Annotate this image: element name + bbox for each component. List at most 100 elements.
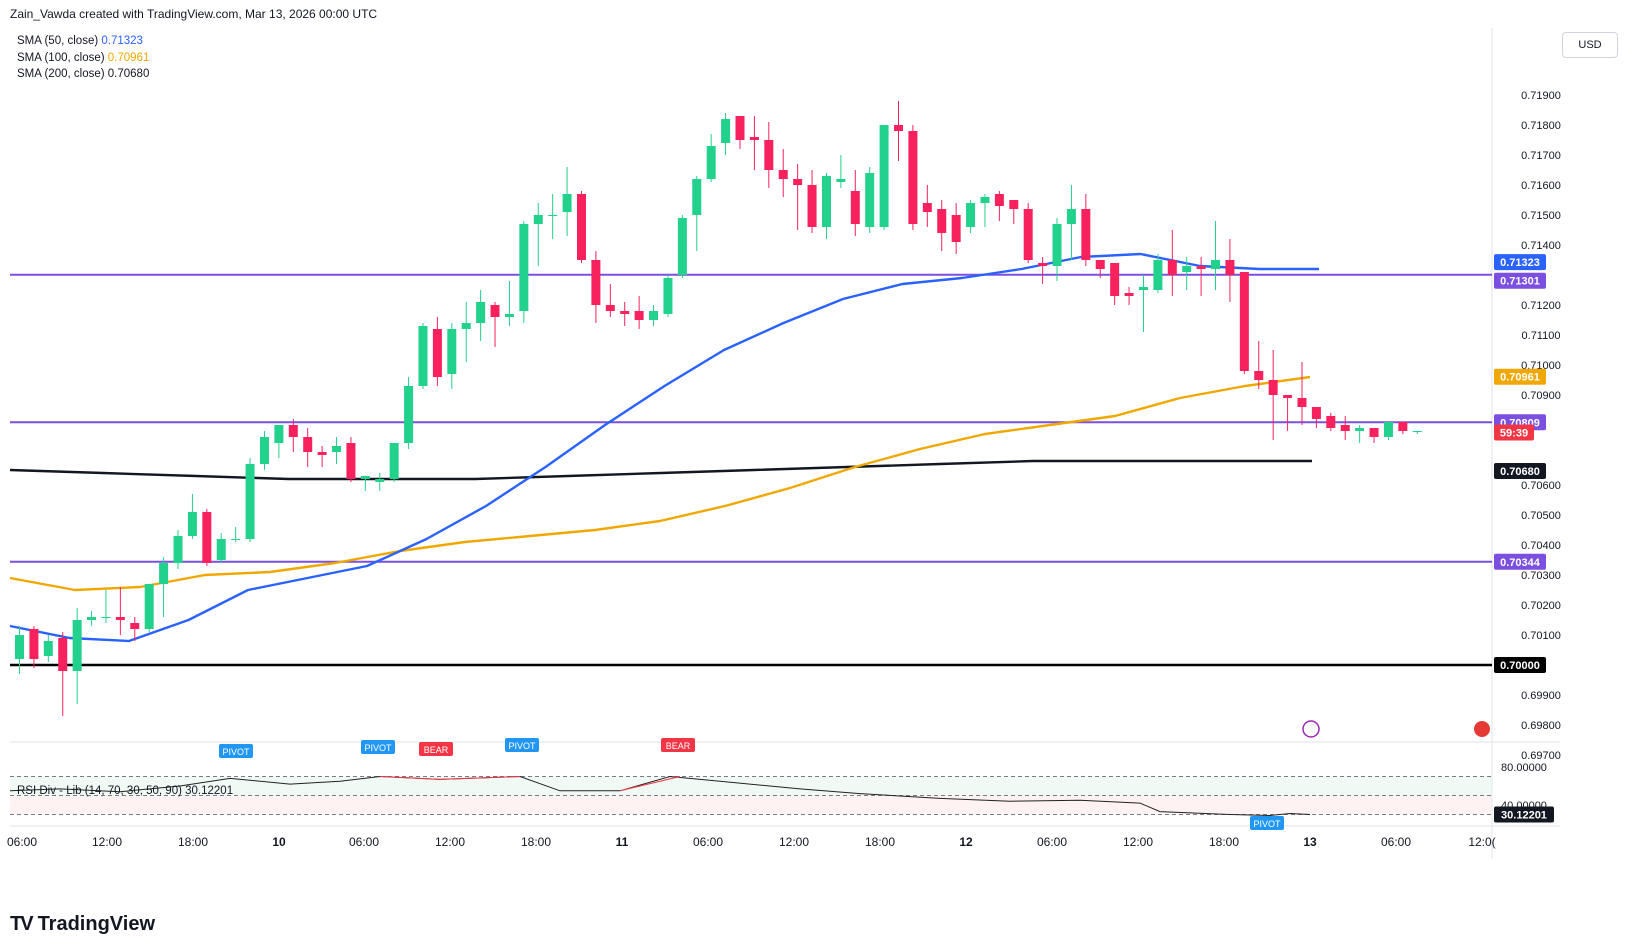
candle-body bbox=[994, 194, 1004, 206]
candle-body bbox=[663, 278, 673, 314]
candle-body bbox=[1066, 209, 1076, 224]
candle-body bbox=[1239, 272, 1249, 371]
rsi-overbought-band bbox=[10, 776, 1492, 796]
rsi-marker bbox=[505, 738, 539, 752]
candle-body bbox=[173, 536, 183, 563]
candle-body bbox=[749, 137, 759, 140]
candle-body bbox=[1023, 209, 1033, 260]
time-tick-label: 06:00 bbox=[693, 835, 723, 849]
price-tick-label: 0.70400 bbox=[1521, 540, 1561, 552]
price-tick-label: 0.70500 bbox=[1521, 510, 1561, 522]
candle-body bbox=[879, 125, 889, 227]
price-tick-label: 0.70300 bbox=[1521, 570, 1561, 582]
price-tick-label: 0.69900 bbox=[1521, 690, 1561, 702]
rsi-marker-label: PIVOT bbox=[508, 741, 536, 751]
candle-body bbox=[144, 584, 154, 629]
rsi-oversold-band bbox=[10, 795, 1492, 815]
price-tick-label: 0.70200 bbox=[1521, 600, 1561, 612]
time-tick-label: 18:00 bbox=[1209, 835, 1239, 849]
tradingview-logo[interactable]: TV TradingView bbox=[10, 913, 155, 936]
rsi-legend-value: 30.12201 bbox=[185, 785, 234, 797]
candle-body bbox=[476, 302, 486, 323]
rsi-legend[interactable]: RSI Div - Lib (14, 70, 30, 50, 90) 30.12… bbox=[17, 785, 233, 797]
price-badge-label: 0.70961 bbox=[1500, 372, 1540, 384]
currency-button[interactable]: USD bbox=[1562, 32, 1618, 58]
candle-body bbox=[778, 170, 788, 179]
rsi-bear-divergence bbox=[619, 776, 681, 792]
candle-body bbox=[980, 197, 990, 203]
price-badge bbox=[1494, 553, 1546, 570]
rsi-legend-label: RSI Div - Lib (14, 70, 30, 50, 90) bbox=[17, 785, 182, 797]
rsi-marker-label: PIVOT bbox=[364, 743, 392, 753]
price-badge-label: 0.71301 bbox=[1500, 276, 1540, 288]
legend-sma50[interactable]: SMA (50, close) 0.71323 bbox=[17, 33, 149, 50]
sma50-line bbox=[9, 252, 1319, 643]
legend-sma50-value: 0.71323 bbox=[101, 35, 143, 47]
candle-body bbox=[43, 641, 53, 656]
candle-body bbox=[721, 119, 731, 143]
time-tick-label: 06:00 bbox=[7, 835, 37, 849]
price-tick-label: 0.71800 bbox=[1521, 120, 1561, 132]
time-tick-label: 06:00 bbox=[1037, 835, 1067, 849]
price-tick-label: 0.70600 bbox=[1521, 480, 1561, 492]
candle-body bbox=[1412, 431, 1422, 432]
rsi-marker-label: BEAR bbox=[424, 745, 449, 755]
candle-body bbox=[231, 539, 241, 540]
candle-body bbox=[1110, 263, 1120, 296]
candle-body bbox=[922, 203, 932, 212]
time-tick-label: 18:00 bbox=[865, 835, 895, 849]
candle-body bbox=[1081, 209, 1091, 260]
time-tick-label: 12 bbox=[959, 835, 973, 849]
candle-body bbox=[548, 215, 558, 216]
price-badge-label: 0.70680 bbox=[1500, 466, 1540, 478]
candle-body bbox=[1095, 260, 1105, 269]
legend-sma100[interactable]: SMA (100, close) 0.70961 bbox=[17, 50, 149, 67]
candle-body bbox=[159, 563, 169, 584]
candle-body bbox=[130, 623, 140, 629]
candle-body bbox=[1326, 416, 1336, 428]
price-badge bbox=[1494, 463, 1546, 479]
legend-sma100-value: 0.70961 bbox=[107, 51, 150, 64]
candle-body bbox=[101, 617, 111, 618]
legend-sma50-label: SMA (50, close) bbox=[17, 35, 99, 47]
price-badge bbox=[1494, 368, 1546, 385]
rsi-marker bbox=[419, 742, 453, 756]
legend-sma200-value: 0.70680 bbox=[107, 68, 150, 80]
candle-body bbox=[605, 305, 615, 311]
candle-body bbox=[937, 209, 947, 233]
price-tick-label: 0.71200 bbox=[1521, 300, 1561, 312]
rsi-marker bbox=[361, 740, 395, 754]
price-badge-label: 0.71323 bbox=[1500, 257, 1540, 269]
candle-body bbox=[58, 638, 68, 671]
tradingview-logo-text: TradingView bbox=[37, 913, 156, 935]
price-tick-label: 0.70100 bbox=[1521, 630, 1561, 642]
candle-body bbox=[533, 215, 543, 224]
candle-body bbox=[1182, 266, 1192, 272]
candle-body bbox=[1124, 293, 1134, 296]
candle-body bbox=[850, 191, 860, 224]
candle-body bbox=[461, 323, 471, 329]
legend-sma200[interactable]: SMA (200, close) 0.70680 bbox=[17, 66, 149, 83]
time-tick-label: 12:00 bbox=[779, 835, 809, 849]
candle-body bbox=[562, 194, 572, 212]
price-badge-label: 0.70344 bbox=[1500, 557, 1541, 569]
time-tick-label: 06:00 bbox=[1381, 835, 1411, 849]
price-badge bbox=[1494, 424, 1534, 441]
rsi-axis-label: 80.00000 bbox=[1501, 762, 1547, 774]
candle-body bbox=[216, 539, 226, 560]
candle-body bbox=[375, 479, 385, 482]
sma200-line bbox=[9, 459, 1312, 481]
candle-body bbox=[1138, 287, 1148, 290]
price-tick-label: 0.71100 bbox=[1522, 330, 1561, 342]
price-badge-label: 59:39 bbox=[1500, 428, 1528, 440]
lightning-icon bbox=[1302, 720, 1320, 738]
time-tick-label: 10 bbox=[272, 835, 286, 849]
sma100-line bbox=[9, 375, 1311, 592]
candle-body bbox=[908, 131, 918, 224]
candle-body bbox=[620, 311, 630, 314]
price-tick-label: 0.71900 bbox=[1521, 90, 1561, 102]
candle-body bbox=[1052, 224, 1062, 266]
price-tick-label: 0.70900 bbox=[1521, 390, 1561, 402]
candle-body bbox=[764, 140, 774, 170]
